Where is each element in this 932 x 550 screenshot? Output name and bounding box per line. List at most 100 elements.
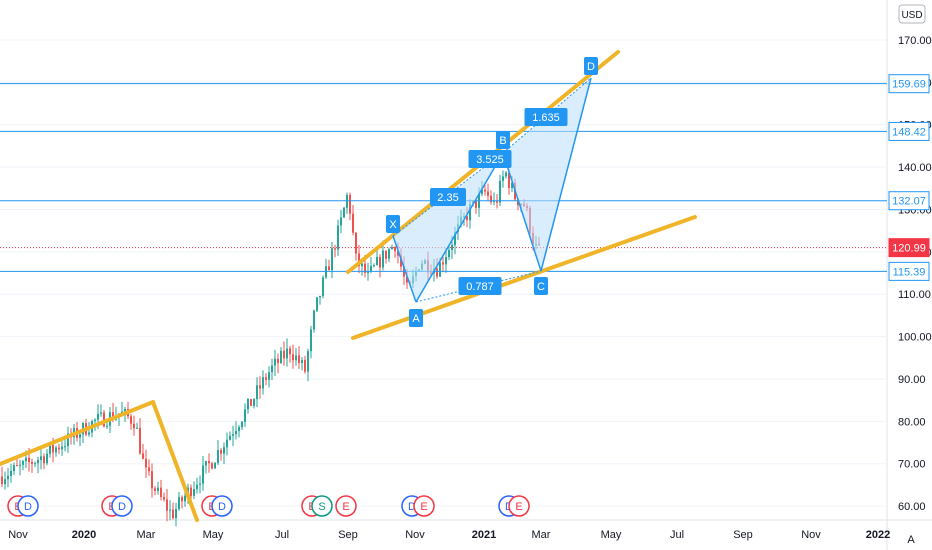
ratio-badge[interactable] bbox=[524, 108, 568, 126]
candle-body bbox=[7, 475, 9, 480]
event-marker-label: D bbox=[218, 501, 226, 513]
currency-badge[interactable] bbox=[898, 4, 926, 24]
ratio-label: 0.787 bbox=[466, 281, 494, 293]
pattern-triangle-xab bbox=[393, 153, 503, 302]
pattern-leg[interactable] bbox=[540, 77, 592, 272]
candle-body bbox=[283, 350, 285, 359]
event-marker-circle[interactable] bbox=[211, 495, 233, 517]
candle-body bbox=[19, 464, 21, 466]
candle-body bbox=[394, 247, 396, 252]
candle-body bbox=[379, 256, 381, 268]
candle-body bbox=[346, 194, 348, 208]
candle-body bbox=[271, 365, 273, 373]
candle-body bbox=[337, 225, 339, 250]
y-tick-label: 90.00 bbox=[898, 374, 926, 386]
candle-body bbox=[355, 232, 357, 254]
pattern-point-badge[interactable] bbox=[386, 215, 400, 233]
candle-body bbox=[166, 499, 168, 511]
pattern-point-badge[interactable] bbox=[584, 57, 598, 75]
candle-body bbox=[124, 408, 126, 412]
y-tick-label: 110.00 bbox=[898, 289, 931, 301]
candle-body bbox=[265, 377, 267, 380]
ratio-badge[interactable] bbox=[468, 150, 512, 168]
event-marker-circle[interactable] bbox=[335, 495, 357, 517]
ratio-badge[interactable] bbox=[430, 188, 466, 206]
pattern-point-badge[interactable] bbox=[409, 309, 423, 327]
candle-body bbox=[67, 433, 69, 447]
candle-body bbox=[280, 350, 282, 364]
pattern-leg[interactable] bbox=[392, 235, 417, 303]
x-tick-label: Jul bbox=[275, 529, 289, 541]
price-label-badge bbox=[888, 191, 930, 211]
candle-body bbox=[253, 399, 255, 406]
candle-body bbox=[103, 412, 105, 427]
candle-body bbox=[487, 191, 489, 196]
pattern-triangle-bcd bbox=[503, 78, 591, 271]
pattern-point-badge[interactable] bbox=[496, 131, 510, 149]
candle-body bbox=[157, 487, 159, 491]
pattern-point-badge[interactable] bbox=[534, 277, 548, 295]
x-tick-label: Nov bbox=[405, 529, 425, 541]
candle-body bbox=[106, 425, 108, 427]
candle-body bbox=[178, 497, 180, 509]
trend-line[interactable] bbox=[151, 400, 199, 522]
candle-body bbox=[496, 200, 498, 203]
pattern-point-label: C bbox=[537, 281, 545, 293]
event-marker-label: E bbox=[420, 501, 427, 513]
trend-line[interactable] bbox=[0, 400, 155, 466]
candle-body bbox=[232, 434, 234, 436]
candle-body bbox=[34, 463, 36, 465]
pattern-leg[interactable] bbox=[502, 152, 542, 272]
candle-body bbox=[352, 213, 354, 233]
candle-body bbox=[190, 487, 192, 496]
candle-body bbox=[361, 263, 363, 267]
candle-body bbox=[64, 446, 66, 448]
candle-body bbox=[358, 253, 360, 267]
candle-body bbox=[58, 447, 60, 450]
candle-body bbox=[196, 484, 198, 490]
candle-body bbox=[364, 263, 366, 274]
event-marker-circle[interactable] bbox=[311, 495, 333, 517]
y-tick-label: 80.00 bbox=[898, 416, 926, 428]
candle-body bbox=[340, 217, 342, 226]
event-marker-label: D bbox=[24, 501, 32, 513]
x-tick-label: May bbox=[601, 529, 622, 541]
candle-body bbox=[148, 467, 150, 472]
pattern-point-label: A bbox=[412, 313, 420, 325]
event-marker-label: S bbox=[318, 501, 325, 513]
candle-body bbox=[268, 372, 270, 380]
candle-body bbox=[181, 497, 183, 502]
x-tick-label: May bbox=[203, 529, 224, 541]
event-marker-circle[interactable] bbox=[508, 495, 530, 517]
candle-body bbox=[169, 509, 171, 511]
candle-body bbox=[442, 262, 444, 265]
event-marker-circle[interactable] bbox=[17, 495, 39, 517]
candle-body bbox=[277, 358, 279, 364]
event-marker-label: D bbox=[118, 501, 126, 513]
price-label-text: 148.42 bbox=[892, 126, 926, 138]
candle-body bbox=[28, 457, 30, 463]
price-label-text: 132.07 bbox=[892, 196, 926, 208]
candle-body bbox=[193, 489, 195, 496]
auto-scale-button[interactable] bbox=[900, 530, 922, 546]
candle-body bbox=[406, 276, 408, 283]
candle-body bbox=[385, 250, 387, 259]
candle-body bbox=[295, 355, 297, 361]
candle-body bbox=[334, 248, 336, 250]
candle-body bbox=[247, 398, 249, 410]
candle-body bbox=[307, 351, 309, 372]
event-marker-circle[interactable] bbox=[413, 495, 435, 517]
candle-body bbox=[145, 458, 147, 468]
candle-body bbox=[31, 462, 33, 465]
price-label-badge bbox=[888, 261, 930, 281]
ratio-badge[interactable] bbox=[458, 277, 502, 295]
pattern-leg[interactable] bbox=[415, 152, 504, 303]
candle-body bbox=[262, 377, 264, 389]
ratio-label: 2.35 bbox=[437, 192, 458, 204]
candle-body bbox=[4, 479, 6, 485]
event-marker-circle[interactable] bbox=[111, 495, 133, 517]
candle-body bbox=[211, 463, 213, 469]
event-marker-label: E bbox=[515, 501, 522, 513]
